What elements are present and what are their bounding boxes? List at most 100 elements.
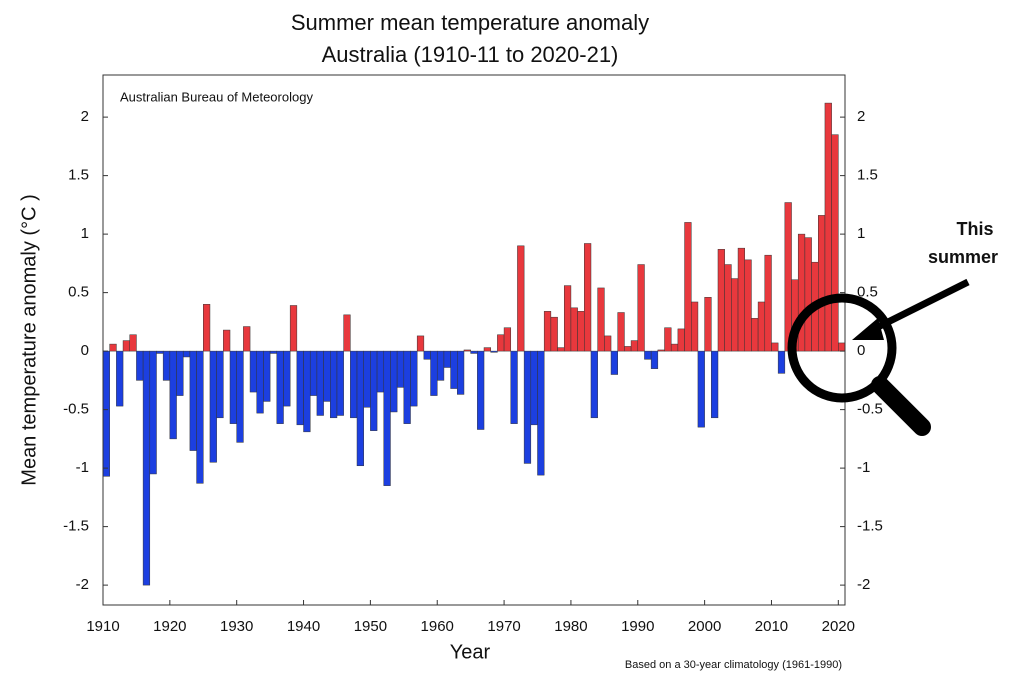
bar	[624, 346, 632, 352]
bar	[797, 233, 806, 352]
bar	[831, 134, 839, 352]
bar	[323, 350, 331, 402]
bar	[136, 350, 144, 381]
bar	[149, 350, 157, 475]
bar	[557, 347, 565, 352]
bar	[450, 350, 458, 389]
bar	[289, 305, 298, 352]
bar	[249, 350, 257, 393]
plot-frame	[102, 74, 846, 606]
chart-title: Australia (1910-11 to 2020-21)	[322, 42, 619, 67]
bar	[102, 350, 110, 477]
bar	[330, 350, 338, 419]
y-tick-label: -1	[76, 459, 89, 476]
bar	[537, 350, 545, 476]
bar	[256, 350, 264, 414]
y2-tick-label: 0	[857, 342, 865, 359]
x-tick-label: 1970	[487, 618, 520, 635]
bar	[169, 350, 177, 440]
y-tick-label: -0.5	[63, 401, 89, 418]
bar	[416, 335, 425, 352]
y2-tick-label: -1	[857, 459, 870, 476]
bar	[711, 350, 719, 419]
bar	[751, 318, 759, 352]
bar	[457, 350, 465, 395]
bar	[303, 350, 311, 433]
bar	[490, 350, 498, 353]
bar	[350, 350, 358, 419]
bar	[129, 334, 137, 352]
x-tick-label: 1950	[354, 618, 387, 635]
bar	[236, 350, 244, 443]
bar	[717, 249, 725, 352]
bar	[563, 285, 572, 352]
x-tick-label: 2000	[688, 618, 721, 635]
y-tick-label: 1.5	[68, 167, 89, 184]
bar	[269, 350, 278, 354]
x-tick-label: 1940	[287, 618, 320, 635]
bar	[517, 245, 525, 352]
bar	[436, 350, 445, 381]
annotation: summer	[928, 247, 998, 267]
y-tick-label: 0.5	[68, 284, 89, 301]
y2-tick-label: 2	[857, 108, 865, 125]
bar	[156, 350, 164, 354]
bar	[403, 350, 411, 424]
bar	[370, 350, 378, 431]
bar	[577, 311, 585, 352]
plot-area	[102, 102, 846, 586]
bar	[818, 215, 826, 352]
x-tick-label: 1990	[621, 618, 654, 635]
bar	[276, 350, 284, 424]
bar	[590, 350, 598, 419]
bar	[510, 350, 518, 424]
y2-tick-label: -1.5	[857, 518, 883, 535]
bar	[543, 311, 552, 352]
x-tick-label: 1960	[421, 618, 454, 635]
bar	[410, 350, 418, 407]
bar	[229, 350, 237, 424]
bar	[483, 347, 491, 352]
bar	[116, 350, 124, 407]
bar	[784, 202, 792, 352]
x-tick-label: 2020	[822, 618, 855, 635]
bar	[704, 297, 712, 352]
bar	[630, 340, 639, 352]
source-label: Australian Bureau of Meteorology	[120, 89, 313, 104]
bar	[650, 350, 659, 369]
bar	[363, 350, 371, 408]
bar	[189, 350, 197, 451]
y2-tick-label: 1	[857, 225, 865, 242]
bar	[637, 264, 645, 352]
magnifier	[787, 278, 970, 436]
lens	[787, 293, 897, 403]
bar	[142, 350, 151, 586]
x-tick-label: 1920	[153, 618, 186, 635]
bar	[176, 350, 184, 396]
bar	[309, 350, 318, 396]
bar	[356, 350, 364, 467]
bar	[777, 350, 786, 374]
bar	[497, 334, 505, 352]
x-tick-label: 1910	[86, 618, 119, 635]
x-tick-label: 1980	[554, 618, 587, 635]
bar	[771, 342, 779, 352]
bar	[477, 350, 485, 430]
chart-title: Summer mean temperature anomaly	[291, 10, 649, 35]
bar	[396, 350, 405, 388]
bar	[670, 343, 679, 352]
bar	[109, 343, 117, 352]
bar	[764, 254, 772, 352]
x-tick-label: 2010	[755, 618, 788, 635]
bar	[824, 102, 832, 352]
y-axis-label: Mean temperature anomaly (°C )	[18, 194, 40, 485]
bar	[162, 350, 171, 381]
y-tick-label: -2	[76, 576, 89, 593]
bar	[677, 328, 685, 352]
bar	[530, 350, 538, 426]
y-tick-label: 1	[81, 225, 89, 242]
bar	[804, 237, 812, 352]
x-tick-label: 1930	[220, 618, 253, 635]
note: Based on a 30-year climatology (1961-199…	[625, 659, 842, 671]
bar	[383, 350, 391, 486]
